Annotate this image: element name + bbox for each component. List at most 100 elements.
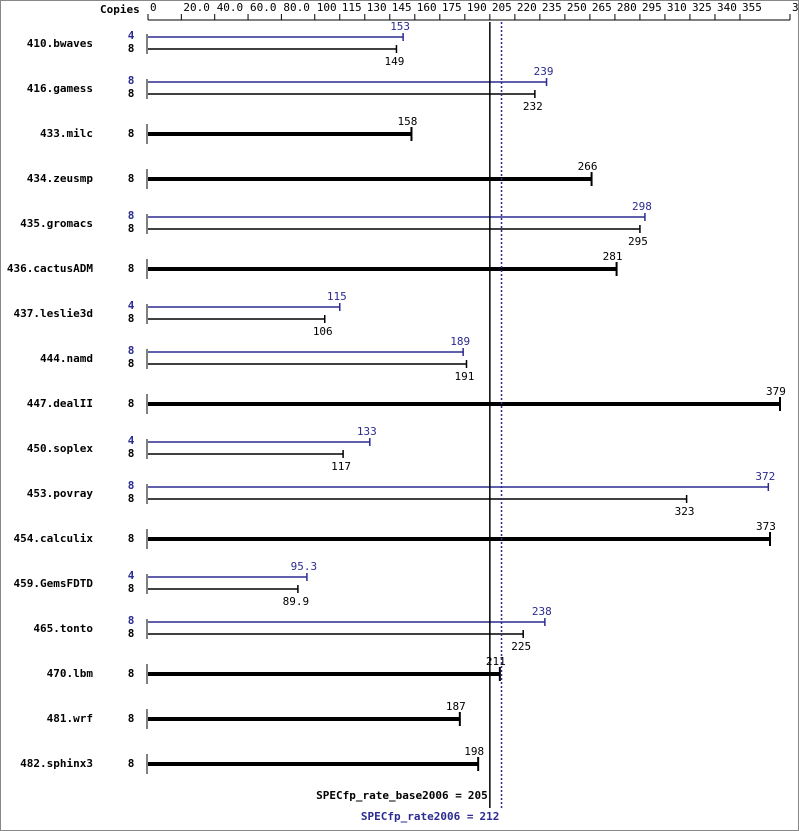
- x-tick-label: 250: [567, 1, 587, 14]
- x-tick-label: 325: [692, 1, 712, 14]
- x-tick-label: 40.0: [217, 1, 244, 14]
- base-value-label: 295: [628, 235, 648, 248]
- reference-label: SPECfp_rate2006 =: [361, 810, 474, 823]
- peak-value-label: 153: [390, 20, 410, 33]
- base-value-label: 323: [675, 505, 695, 518]
- peak-copies: 8: [128, 614, 135, 627]
- base-copies: 8: [128, 357, 135, 370]
- peak-value-label: 189: [450, 335, 470, 348]
- base-value-label: 373: [756, 520, 776, 533]
- benchmark-name: 482.sphinx3: [20, 757, 93, 770]
- x-tick-label: 160: [417, 1, 437, 14]
- peak-value-label: 238: [532, 605, 552, 618]
- base-copies: 8: [128, 627, 135, 640]
- base-value-label: 117: [331, 460, 351, 473]
- benchmark-name: 437.leslie3d: [14, 307, 93, 320]
- peak-copies: 4: [128, 299, 135, 312]
- x-tick-label: 385: [792, 1, 799, 14]
- x-tick-label: 115: [342, 1, 362, 14]
- x-tick-label: 340: [717, 1, 737, 14]
- base-copies: 8: [128, 667, 135, 680]
- benchmark-name: 434.zeusmp: [27, 172, 94, 185]
- base-copies: 8: [128, 397, 135, 410]
- base-value-label: 191: [455, 370, 475, 383]
- x-tick-label: 0: [150, 1, 157, 14]
- x-tick-label: 265: [592, 1, 612, 14]
- benchmark-name: 459.GemsFDTD: [14, 577, 94, 590]
- benchmark-name: 454.calculix: [14, 532, 94, 545]
- base-copies: 8: [128, 127, 135, 140]
- base-copies: 8: [128, 712, 135, 725]
- benchmark-name: 435.gromacs: [20, 217, 93, 230]
- x-tick-label: 220: [517, 1, 537, 14]
- benchmark-name: 410.bwaves: [27, 37, 93, 50]
- x-tick-label: 145: [392, 1, 412, 14]
- benchmark-name: 470.lbm: [47, 667, 94, 680]
- x-tick-label: 280: [617, 1, 637, 14]
- base-value-label: 266: [578, 160, 598, 173]
- base-value-label: 158: [398, 115, 418, 128]
- base-copies: 8: [128, 447, 135, 460]
- benchmark-name: 433.milc: [40, 127, 93, 140]
- benchmark-name: 447.dealII: [27, 397, 93, 410]
- peak-value-label: 239: [534, 65, 554, 78]
- base-copies: 8: [128, 172, 135, 185]
- x-tick-label: 205: [492, 1, 512, 14]
- benchmark-name: 481.wrf: [47, 712, 93, 725]
- peak-value-label: 115: [327, 290, 347, 303]
- x-tick-label: 60.0: [250, 1, 277, 14]
- base-copies: 8: [128, 312, 135, 325]
- x-tick-label: 175: [442, 1, 462, 14]
- benchmark-name: 453.povray: [27, 487, 94, 500]
- base-copies: 8: [128, 222, 135, 235]
- base-copies: 8: [128, 262, 135, 275]
- base-value-label: 232: [523, 100, 543, 113]
- benchmark-name: 444.namd: [40, 352, 93, 365]
- x-tick-label: 355: [742, 1, 762, 14]
- x-tick-label: 20.0: [183, 1, 210, 14]
- base-value-label: 211: [486, 655, 506, 668]
- x-tick-label: 100: [317, 1, 337, 14]
- base-value-label: 198: [464, 745, 484, 758]
- peak-copies: 4: [128, 29, 135, 42]
- benchmark-name: 436.cactusADM: [7, 262, 93, 275]
- base-value-label: 187: [446, 700, 466, 713]
- reference-label: SPECfp_rate_base2006 =: [316, 789, 462, 802]
- peak-copies: 8: [128, 344, 135, 357]
- base-value-label: 149: [385, 55, 405, 68]
- peak-copies: 8: [128, 74, 135, 87]
- peak-copies: 4: [128, 434, 135, 447]
- x-tick-label: 80.0: [283, 1, 310, 14]
- base-copies: 8: [128, 87, 135, 100]
- peak-copies: 8: [128, 479, 135, 492]
- x-tick-label: 310: [667, 1, 687, 14]
- x-tick-label: 235: [542, 1, 562, 14]
- x-tick-label: 130: [367, 1, 387, 14]
- x-tick-label: 295: [642, 1, 662, 14]
- peak-value-label: 95.3: [291, 560, 318, 573]
- base-value-label: 225: [511, 640, 531, 653]
- base-value-label: 106: [313, 325, 333, 338]
- benchmark-name: 450.soplex: [27, 442, 94, 455]
- reference-value: 205: [468, 789, 488, 802]
- peak-value-label: 372: [755, 470, 775, 483]
- x-tick-label: 190: [467, 1, 487, 14]
- peak-value-label: 133: [357, 425, 377, 438]
- base-value-label: 379: [766, 385, 786, 398]
- base-copies: 8: [128, 757, 135, 770]
- peak-copies: 4: [128, 569, 135, 582]
- reference-value: 212: [480, 810, 500, 823]
- peak-copies: 8: [128, 209, 135, 222]
- base-copies: 8: [128, 492, 135, 505]
- base-value-label: 281: [603, 250, 623, 263]
- base-copies: 8: [128, 42, 135, 55]
- benchmark-name: 465.tonto: [33, 622, 93, 635]
- base-copies: 8: [128, 582, 135, 595]
- benchmark-name: 416.gamess: [27, 82, 93, 95]
- copies-header: Copies: [100, 3, 140, 16]
- base-value-label: 89.9: [283, 595, 310, 608]
- base-copies: 8: [128, 532, 135, 545]
